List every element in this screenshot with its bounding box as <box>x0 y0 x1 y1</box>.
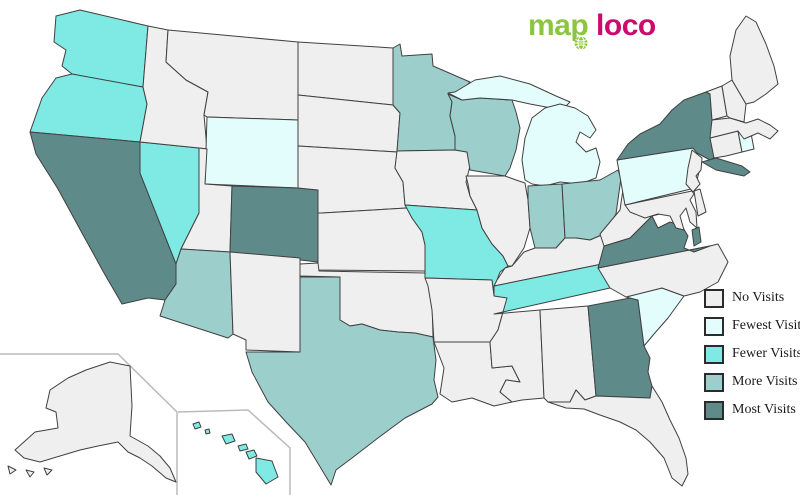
legend-swatch <box>704 400 724 420</box>
state-ks <box>317 207 426 272</box>
legend-item: No Visits <box>704 288 800 308</box>
state-al <box>539 305 597 403</box>
state-il <box>465 175 531 267</box>
state-wy <box>204 116 299 189</box>
legend-swatch <box>704 372 724 392</box>
legend-label: Fewer Visits <box>732 346 800 361</box>
legend-label: More Visits <box>732 374 798 389</box>
legend-swatch <box>704 344 724 364</box>
state-ms <box>489 309 545 403</box>
legend-swatch <box>704 316 724 336</box>
state-fl <box>547 385 689 487</box>
legend-label: No Visits <box>732 290 785 305</box>
state-me <box>729 15 779 105</box>
alaska-inset-box <box>0 353 178 495</box>
legend-swatch <box>704 288 724 308</box>
state-tx <box>245 276 439 486</box>
state-nc <box>597 243 729 298</box>
logo-text-loco-label: loco <box>596 9 656 42</box>
state-in <box>527 183 566 249</box>
logo-text-loco: loco <box>596 9 656 42</box>
state-vt <box>705 85 728 121</box>
state-ny <box>616 91 751 177</box>
state-ak <box>7 361 177 483</box>
hawaii-inset-box <box>177 409 291 495</box>
legend-item: Fewest Visits <box>704 316 800 336</box>
state-nm <box>229 251 301 353</box>
legend-label: Fewest Visits <box>732 318 800 333</box>
state-nd <box>297 41 394 106</box>
globe-icon <box>574 21 588 50</box>
legend-label: Most Visits <box>732 402 796 417</box>
state-ia <box>394 149 478 211</box>
logo-text-map-label: map <box>528 9 589 42</box>
legend-item: Fewer Visits <box>704 344 800 364</box>
legend: No Visits Fewest Visits Fewer Visits More V… <box>704 288 800 428</box>
state-de <box>693 188 707 217</box>
logo-text-map: map <box>528 9 596 50</box>
legend-item: More Visits <box>704 372 800 392</box>
legend-item: Most Visits <box>704 400 800 420</box>
state-mi <box>447 75 601 187</box>
state-hi <box>192 421 279 485</box>
state-or <box>29 73 148 143</box>
state-co <box>229 185 319 263</box>
maploco-logo: map loco <box>528 6 656 50</box>
state-md <box>624 190 698 231</box>
